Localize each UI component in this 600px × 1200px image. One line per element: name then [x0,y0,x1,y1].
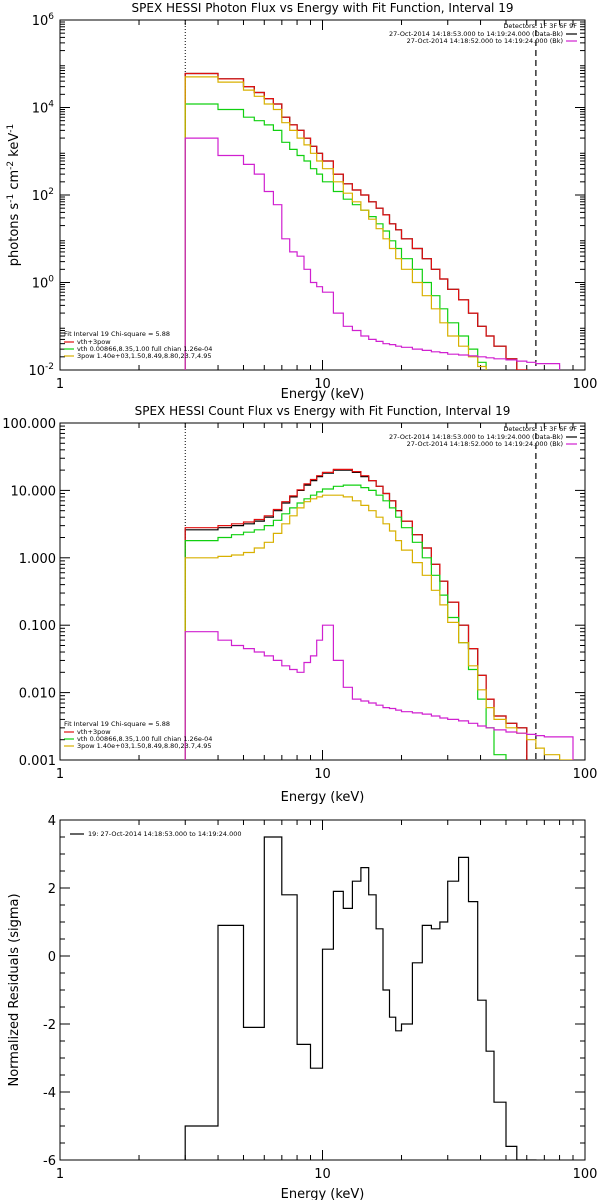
y-tick-label: 10.000 [11,484,57,499]
x-tick-label: 10 [314,767,331,782]
legend-entry-text: 3pow 1.40e+03,1.50,8.49,8.80,23.7,4.95 [77,742,212,750]
photon-panel: SPEX HESSI Photon Flux vs Energy with Fi… [6,1,598,402]
y-tick-label: 104 [32,100,55,117]
legend-entry-text: 3pow 1.40e+03,1.50,8.49,8.80,23.7,4.95 [77,352,212,360]
count-series-group [184,468,574,760]
x-tick-label: 1 [56,377,64,392]
photon-x-axis: 1 10 100 [56,20,598,392]
y-tick-label: 2 [48,882,56,897]
photon-chart-title: SPEX HESSI Photon Flux vs Energy with Fi… [132,1,514,15]
count-legend-bottom-left: Fit Interval 19 Chi-square = 5.88vth+3po… [64,720,212,750]
x-tick-label: 100 [573,377,598,392]
y-tick-label: 100.000 [2,417,56,432]
y-tick-label: 0.001 [19,754,56,769]
y-tick-label: 106 [32,12,55,29]
photon-plot-frame [59,19,586,371]
residuals-legend: 19: 27-Oct-2014 14:18:53.000 to 14:19:24… [70,830,242,838]
y-tick-label: 0.100 [19,619,56,634]
series-line-3pow [184,494,574,760]
series-line-residuals [184,836,537,1160]
photon-x-axis-label: Energy (keV) [281,387,365,402]
detectors-label: Detectors: 1F 3F 6F 9F [503,22,577,30]
legend-entry-text: 27-Oct-2014 14:18:52.000 to 14:19:24.000… [407,37,563,45]
legend-entry-text: vth 0.00866,8.35,1.00 full chian 1.26e-0… [77,735,212,743]
detectors-label: Detectors: 1F 3F 6F 9F [503,425,577,433]
legend-entry-text: 27-Oct-2014 14:18:53.000 to 14:19:24.000… [389,30,563,38]
x-tick-label: 1 [56,1167,64,1182]
y-tick-label: -4 [43,1086,56,1101]
residuals-y-axis-label: Normalized Residuals (sigma) [7,893,22,1086]
x-tick-label: 1 [56,767,64,782]
series-line-data-bk [184,72,528,370]
photon-y-axis: 10-2 100 102 104 106 [28,12,585,379]
count-x-axis-label: Energy (keV) [281,790,365,805]
fit-interval-header: Fit Interval 19 Chi-square = 5.88 [64,720,170,728]
series-line-data-bk [184,469,528,760]
photon-series-group [184,72,561,370]
residuals-series-group [184,836,537,1160]
fit-interval-header: Fit Interval 19 Chi-square = 5.88 [64,330,170,338]
y-tick-label: -2 [43,1018,56,1033]
series-line-vth [184,484,507,760]
residuals-panel: Energy (keV) 1 10 100 -6 -4 -2 0 2 4 Normalized Re… [7,814,597,1200]
legend-entry-text: vth 0.00866,8.35,1.00 full chian 1.26e-0… [77,345,212,353]
legend-entry-text: 27-Oct-2014 14:18:53.000 to 14:19:24.000… [389,433,563,441]
y-tick-label: 100 [32,275,55,292]
count-y-axis: 0.001 0.010 0.100 1.000 10.000 100.000 [2,417,585,769]
series-line-bk [184,624,574,760]
count-chart-title: SPEX HESSI Count Flux vs Energy with Fit… [135,404,511,418]
series-line-3pow [184,76,487,370]
x-tick-label: 10 [314,1167,331,1182]
series-line-vth-3pow [184,468,528,760]
legend-entry-text: 27-Oct-2014 14:18:52.000 to 14:19:24.000… [407,440,563,448]
y-tick-label: 4 [48,814,56,829]
legend-entry-text: vth+3pow [77,728,111,736]
residuals-y-axis: -6 -4 -2 0 2 4 [43,814,585,1169]
x-tick-label: 100 [573,767,598,782]
series-line-vth-3pow [184,72,528,370]
x-tick-label: 100 [573,1167,598,1182]
y-tick-label: 0.010 [19,687,56,702]
legend-entry-text: 19: 27-Oct-2014 14:18:53.000 to 14:19:24… [88,830,242,838]
series-line-vth [184,103,487,370]
legend-entry-text: vth+3pow [77,338,111,346]
count-panel: SPEX HESSI Count Flux vs Energy with Fit… [2,404,597,805]
y-tick-label: 1.000 [19,552,56,567]
residuals-x-axis: 1 10 100 [56,820,598,1182]
residuals-x-axis-label: Energy (keV) [281,1187,365,1200]
x-tick-label: 10 [314,377,331,392]
y-tick-label: 10-2 [28,362,54,379]
photon-legend-bottom-left: Fit Interval 19 Chi-square = 5.88vth+3po… [64,330,212,360]
series-line-bk [184,137,561,370]
y-tick-label: 102 [32,187,54,204]
photon-y-axis-label: photons s-1 cm-2 keV-1 [6,124,22,266]
y-tick-label: 0 [48,950,56,965]
y-tick-label: -6 [43,1154,56,1169]
